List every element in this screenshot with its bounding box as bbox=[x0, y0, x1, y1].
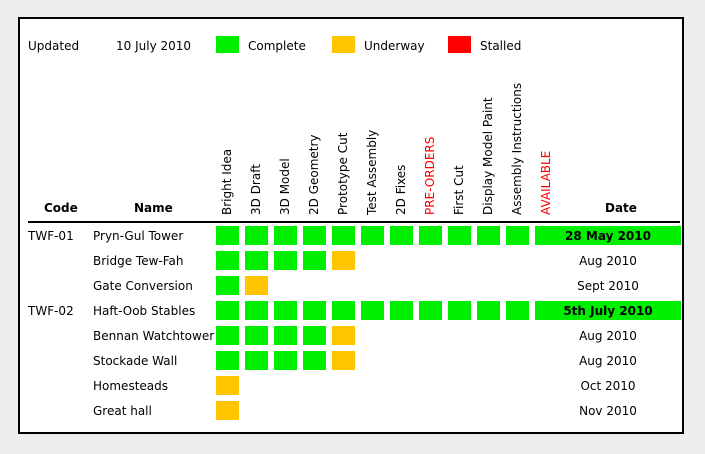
stage-cell-complete bbox=[419, 301, 442, 320]
row-date: 5th July 2010 bbox=[563, 304, 653, 318]
row-date: 28 May 2010 bbox=[565, 229, 651, 243]
stage-cell-complete bbox=[390, 301, 413, 320]
stage-cell-complete bbox=[448, 301, 471, 320]
stage-cell-complete bbox=[274, 226, 297, 245]
stage-cell-underway bbox=[332, 351, 355, 370]
stage-header-test-assembly: Test Assembly bbox=[365, 129, 379, 215]
stage-cell-complete bbox=[274, 301, 297, 320]
stage-cell-underway bbox=[216, 376, 239, 395]
stage-header-bright-idea: Bright Idea bbox=[220, 148, 234, 215]
row-name: Pryn-Gul Tower bbox=[93, 229, 184, 243]
underway-label: Underway bbox=[364, 39, 425, 53]
stage-cell-complete bbox=[303, 326, 326, 345]
row-code: TWF-01 bbox=[28, 229, 74, 243]
row-code: TWF-02 bbox=[28, 304, 74, 318]
stage-cell-complete bbox=[274, 251, 297, 270]
row-date: Aug 2010 bbox=[579, 329, 637, 343]
stage-cell-complete bbox=[216, 251, 239, 270]
row-date: Aug 2010 bbox=[579, 254, 637, 268]
row-name: Haft-Oob Stables bbox=[93, 304, 196, 318]
stage-cell-complete bbox=[506, 301, 529, 320]
stage-cell-complete bbox=[332, 226, 355, 245]
stage-cell-complete bbox=[303, 226, 326, 245]
row-name: Bennan Watchtower bbox=[93, 329, 215, 343]
stage-cell-complete bbox=[216, 226, 239, 245]
stage-cell-complete bbox=[419, 226, 442, 245]
stage-header-2d-geometry: 2D Geometry bbox=[307, 134, 321, 215]
column-header-name: Name bbox=[134, 201, 173, 215]
stage-header-2d-fixes: 2D Fixes bbox=[394, 164, 408, 215]
stage-header-assembly-instructions: Assembly Instructions bbox=[510, 82, 524, 215]
underway-swatch bbox=[332, 36, 355, 53]
row-name: Stockade Wall bbox=[93, 354, 178, 368]
stage-cell-complete bbox=[303, 251, 326, 270]
row-date: Nov 2010 bbox=[579, 404, 637, 418]
stage-header-display-model-paint: Display Model Paint bbox=[481, 97, 495, 215]
stage-cell-complete bbox=[216, 301, 239, 320]
row-date: Sept 2010 bbox=[577, 279, 639, 293]
complete-label: Complete bbox=[248, 39, 306, 53]
stage-header-3d-model: 3D Model bbox=[278, 158, 292, 215]
row-date: Aug 2010 bbox=[579, 354, 637, 368]
stage-header-available: AVAILABLE bbox=[539, 150, 553, 215]
stage-header-prototype-cut: Prototype Cut bbox=[336, 132, 350, 215]
stage-cell-complete bbox=[245, 326, 268, 345]
stage-cell-underway bbox=[245, 276, 268, 295]
stage-cell-complete bbox=[245, 251, 268, 270]
stage-cell-complete bbox=[390, 226, 413, 245]
stage-cell-complete bbox=[216, 351, 239, 370]
available-bar bbox=[535, 226, 681, 245]
stage-cell-complete bbox=[448, 226, 471, 245]
row-date: Oct 2010 bbox=[580, 379, 636, 393]
updated-date: 10 July 2010 bbox=[116, 39, 192, 53]
stage-cell-complete bbox=[274, 326, 297, 345]
header-rule bbox=[28, 221, 680, 223]
stage-cell-complete bbox=[332, 301, 355, 320]
stage-cell-underway bbox=[332, 326, 355, 345]
stage-cell-complete bbox=[303, 301, 326, 320]
stage-header-first-cut: First Cut bbox=[452, 165, 466, 215]
stage-cell-complete bbox=[303, 351, 326, 370]
stage-cell-complete bbox=[361, 226, 384, 245]
stage-cell-complete bbox=[477, 301, 500, 320]
stage-cell-complete bbox=[361, 301, 384, 320]
stage-cell-complete bbox=[245, 301, 268, 320]
stage-cell-complete bbox=[216, 326, 239, 345]
stage-cell-complete bbox=[477, 226, 500, 245]
updated-label: Updated bbox=[28, 39, 80, 53]
available-bar bbox=[535, 301, 681, 320]
stage-cell-complete bbox=[245, 226, 268, 245]
stage-cell-complete bbox=[245, 351, 268, 370]
stage-cell-complete bbox=[216, 276, 239, 295]
stage-header-3d-draft: 3D Draft bbox=[249, 164, 263, 215]
stage-cell-complete bbox=[506, 226, 529, 245]
status-table-frame: Updated 10 July 2010 Complete Underway S… bbox=[18, 17, 684, 434]
column-header-date: Date bbox=[605, 201, 637, 215]
row-name: Great hall bbox=[93, 404, 152, 418]
stalled-label: Stalled bbox=[480, 39, 522, 53]
stalled-swatch bbox=[448, 36, 471, 53]
column-header-code: Code bbox=[44, 201, 78, 215]
row-name: Bridge Tew-Fah bbox=[93, 254, 184, 268]
stage-cell-underway bbox=[332, 251, 355, 270]
row-name: Homesteads bbox=[93, 379, 168, 393]
stage-cell-underway bbox=[216, 401, 239, 420]
stage-cell-complete bbox=[274, 351, 297, 370]
stage-header-pre-orders: PRE-ORDERS bbox=[423, 136, 437, 215]
complete-swatch bbox=[216, 36, 239, 53]
row-name: Gate Conversion bbox=[93, 279, 193, 293]
